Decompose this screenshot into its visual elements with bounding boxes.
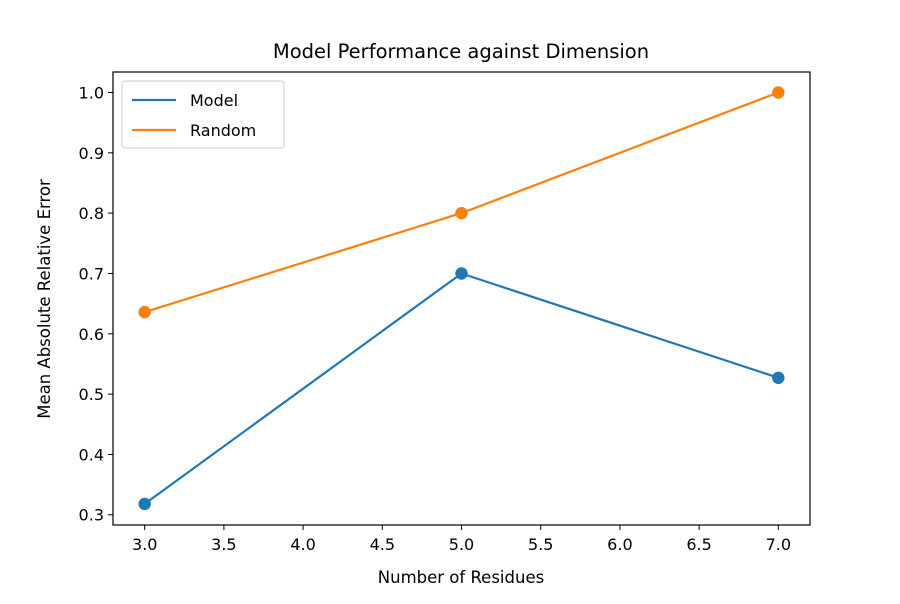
x-axis-label: Number of Residues (378, 568, 544, 587)
y-tick-label: 0.5 (79, 385, 104, 404)
data-point-model (138, 497, 151, 511)
y-axis-ticks: 0.3 0.4 0.5 0.6 0.7 0.8 0.9 1.0 (79, 84, 113, 525)
x-tick-label: 4.5 (370, 535, 395, 554)
x-tick-label: 5.0 (449, 535, 474, 554)
x-tick-label: 3.0 (132, 535, 157, 554)
y-tick-label: 1.0 (79, 84, 104, 103)
y-tick-label: 0.6 (79, 325, 104, 344)
x-tick-label: 7.0 (766, 535, 791, 554)
plot-area-frame (112, 71, 811, 526)
y-tick-label: 0.4 (79, 445, 104, 464)
legend: Model Random (121, 80, 285, 149)
x-tick-label: 3.5 (211, 535, 236, 554)
y-axis-label: Mean Absolute Relative Error (35, 179, 54, 419)
x-axis-ticks: 3.0 3.5 4.0 4.5 5.0 5.5 6.0 6.5 7.0 (132, 525, 791, 554)
data-point-random (455, 206, 468, 220)
chart-title: Model Performance against Dimension (273, 40, 649, 63)
data-point-model (772, 371, 785, 385)
data-point-model (455, 267, 468, 280)
data-point-random (138, 305, 151, 319)
series-layer (138, 86, 785, 511)
y-tick-label: 0.3 (79, 506, 104, 525)
data-point-random (772, 86, 785, 99)
legend-label-model: Model (190, 91, 238, 110)
legend-frame (121, 80, 285, 149)
y-tick-label: 0.8 (79, 204, 104, 223)
x-tick-label: 5.5 (528, 535, 553, 554)
x-tick-label: 4.0 (290, 535, 315, 554)
x-tick-label: 6.5 (686, 535, 711, 554)
legend-label-random: Random (190, 121, 256, 140)
y-tick-label: 0.7 (79, 264, 104, 283)
y-tick-label: 0.9 (79, 144, 104, 163)
x-tick-label: 6.0 (607, 535, 632, 554)
